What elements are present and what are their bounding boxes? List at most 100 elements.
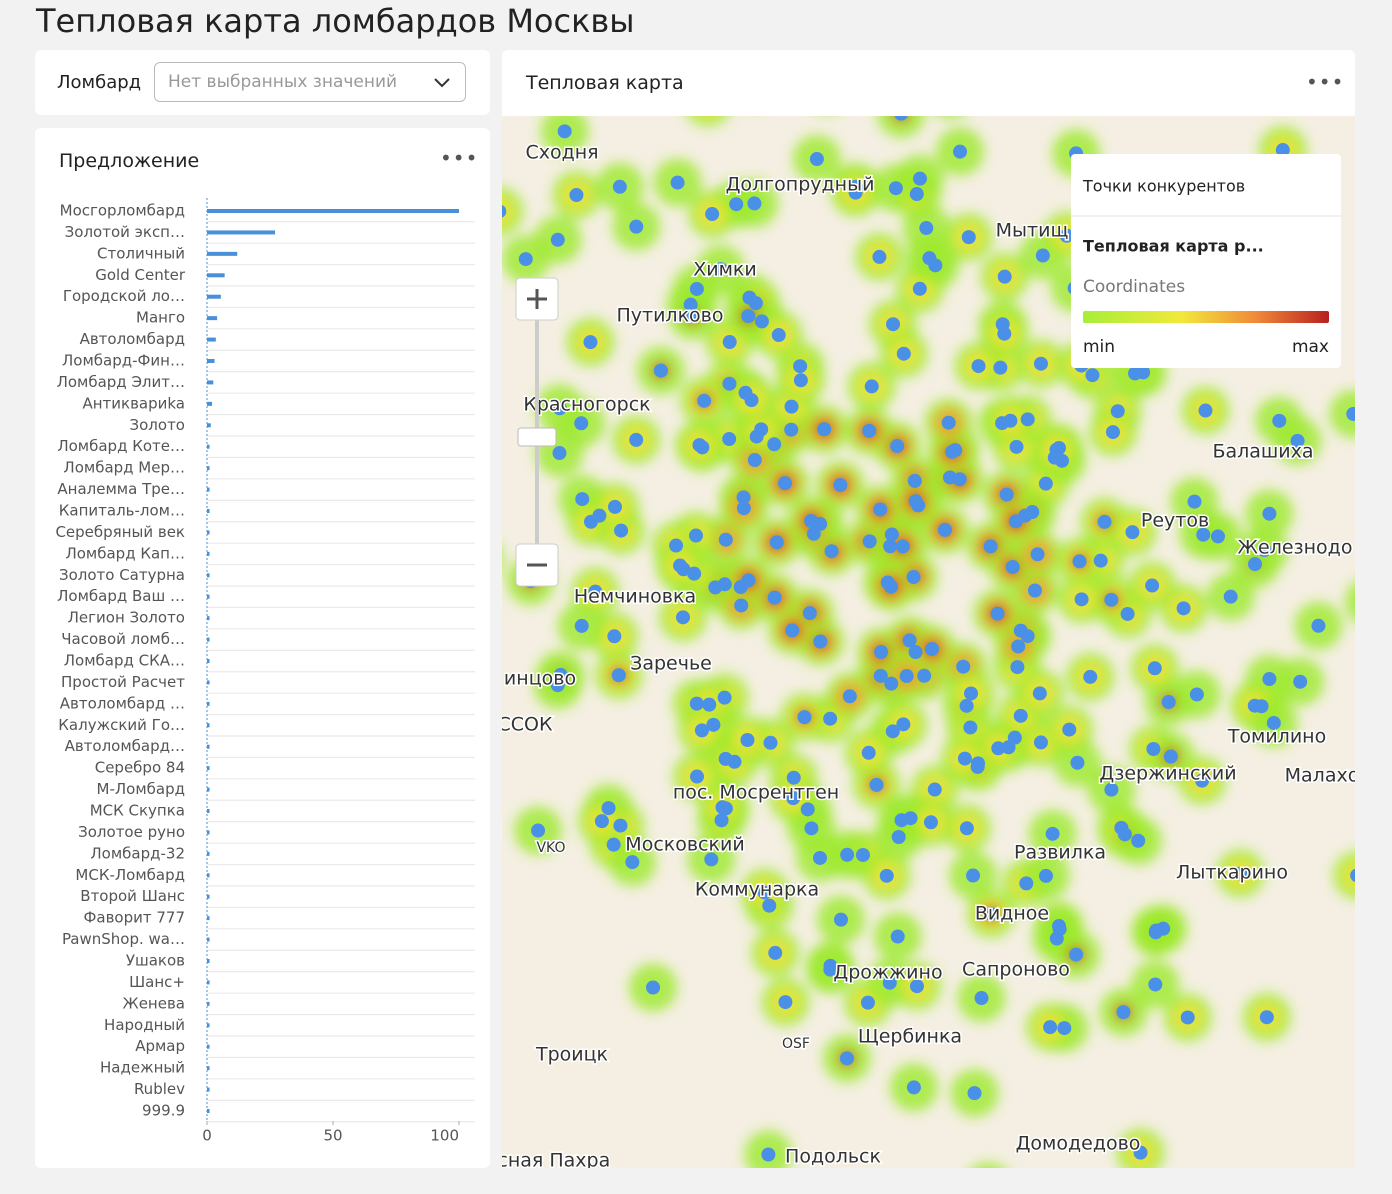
bar: [207, 551, 210, 556]
competitor-point: [1005, 560, 1020, 575]
competitor-point: [550, 678, 565, 693]
place-label: OSF: [782, 1036, 810, 1052]
competitor-point: [761, 1147, 776, 1162]
competitor-point: [1013, 623, 1028, 638]
competitor-point: [855, 847, 870, 862]
bar: [207, 1023, 210, 1028]
y-tick-label: Простой Расчет: [61, 673, 185, 691]
competitor-point: [601, 801, 616, 816]
competitor-point: [1262, 672, 1277, 687]
y-tick-label: Ушаков: [126, 952, 185, 970]
bar: [207, 937, 210, 942]
competitor-point: [873, 502, 888, 517]
y-tick-label: Ломбард Коте…: [57, 437, 185, 455]
places-layer: Сходня Долгопрудный Химки Мытищ Путилково Кра…: [502, 140, 1355, 1168]
bar: [207, 294, 221, 299]
competitor-point: [689, 281, 704, 296]
competitor-point: [715, 800, 730, 815]
competitor-point: [1180, 1010, 1195, 1025]
competitor-point: [882, 975, 897, 990]
competitor-point: [502, 204, 507, 218]
competitor-point: [583, 335, 598, 350]
competitor-point: [817, 422, 832, 437]
bar: [207, 1066, 210, 1071]
competitor-point: [1133, 1145, 1148, 1160]
competitor-point: [912, 281, 927, 296]
place-label: Лыткарино: [1176, 862, 1288, 884]
competitor-point: [785, 623, 800, 638]
competitor-point: [861, 745, 876, 760]
competitor-point: [884, 579, 899, 594]
heat-mid: [502, 196, 515, 227]
bar: [207, 466, 210, 471]
competitor-point: [569, 188, 584, 203]
competitor-point: [1196, 527, 1211, 542]
zoom-handle[interactable]: [517, 427, 557, 447]
competitor-point: [1259, 1010, 1274, 1025]
competitor-point: [883, 539, 898, 554]
competitor-point: [1001, 740, 1016, 755]
y-tick-label: Ломбард Элит…: [57, 373, 185, 391]
competitor-point: [612, 179, 627, 194]
competitor-point: [704, 852, 719, 867]
legend-points: Точки конкурентов: [1082, 177, 1245, 196]
competitor-point: [906, 1080, 921, 1095]
competitor-point: [797, 710, 812, 725]
competitor-point: [1032, 686, 1047, 701]
y-tick-label: Золото Сатурна: [59, 566, 185, 584]
competitor-point: [964, 686, 979, 701]
place-label: Мытищ: [996, 220, 1069, 242]
competitor-point: [1136, 365, 1151, 380]
heat-mid: [1342, 860, 1355, 891]
competitor-point: [754, 314, 769, 329]
competitor-point: [848, 185, 863, 200]
bar: [207, 1044, 210, 1049]
competitor-point: [1117, 827, 1132, 842]
bar: [207, 359, 215, 363]
competitor-point: [937, 522, 952, 537]
y-tick-label: Калужский Го…: [58, 716, 185, 734]
y-tick-label: Фаворит 777: [83, 909, 185, 927]
competitor-point: [907, 473, 922, 488]
competitor-point: [689, 696, 704, 711]
competitor-point: [823, 711, 838, 726]
bar: [207, 401, 213, 406]
competitor-point: [1198, 403, 1213, 418]
competitor-point: [1070, 755, 1085, 770]
competitor-point: [744, 393, 759, 408]
competitor-point: [1161, 695, 1176, 710]
legend: Точки конкурентов Тепловая карта р... Co…: [1071, 154, 1341, 368]
y-tick-label: Шанс+: [129, 973, 185, 991]
y-tick-label: Gold Center: [95, 266, 186, 284]
y-tick-label: PawnShop. wa…: [62, 930, 185, 948]
competitor-point: [945, 444, 960, 459]
competitor-point: [864, 379, 879, 394]
competitor-point: [1146, 742, 1161, 757]
competitor-point: [1010, 660, 1025, 675]
competitor-point: [873, 668, 888, 683]
competitor-point: [824, 544, 839, 559]
competitor-point: [777, 476, 792, 491]
place-label: Московский: [625, 834, 744, 856]
competitor-point: [963, 720, 978, 735]
competitor-point: [1147, 661, 1162, 676]
menu-button[interactable]: •••: [1306, 70, 1345, 94]
bar: [207, 916, 210, 921]
competitor-point: [767, 437, 782, 452]
menu-button[interactable]: •••: [440, 146, 479, 170]
place-label: Домодедово: [1016, 1133, 1141, 1155]
heat-halo: [973, 1162, 1004, 1168]
competitor-point: [804, 513, 819, 528]
place-label: Подольск: [785, 1146, 881, 1168]
competitor-point: [839, 1051, 854, 1066]
y-tick-label: Серебряный век: [55, 523, 185, 541]
competitor-point: [1052, 919, 1067, 934]
place-label: Видное: [975, 903, 1049, 925]
competitor-point: [575, 492, 590, 507]
filter-select[interactable]: Нет выбранных значений: [154, 62, 466, 102]
competitor-point: [1110, 404, 1125, 419]
y-tick-label: 999.9: [142, 1102, 185, 1120]
competitor-point: [653, 363, 668, 378]
legend-max: max: [1292, 337, 1329, 357]
competitor-point: [999, 487, 1014, 502]
